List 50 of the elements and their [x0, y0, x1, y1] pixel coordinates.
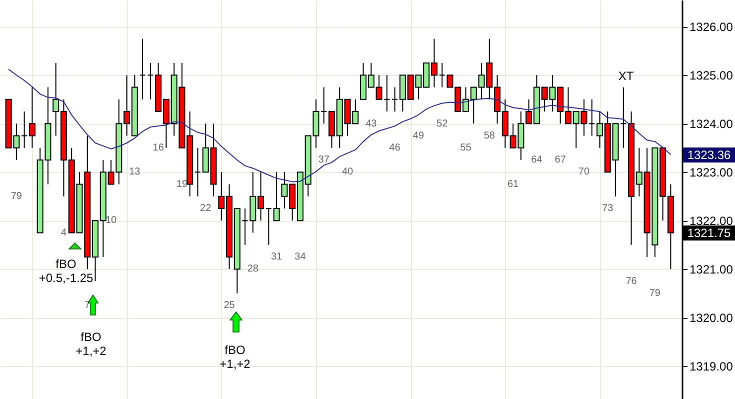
x-tick-label: 22: [200, 203, 212, 214]
candlestick: [588, 98, 596, 136]
y-tick-label: 1322.00: [690, 214, 734, 228]
text: 1323.36: [687, 148, 732, 162]
x-tick-label: 4: [60, 227, 67, 238]
x-tick-label: 16: [152, 142, 164, 154]
y-tick-label: 1324.00: [690, 117, 734, 132]
x-tick-label: 58: [484, 130, 496, 142]
x-tick-label: 25: [224, 300, 236, 312]
x-tick-label: 79: [649, 288, 661, 299]
candlestick: [147, 62, 154, 100]
x-tick-label: 37: [318, 154, 330, 166]
y-tick-label: 1321.00: [690, 262, 734, 277]
x-tick-label: 40: [342, 166, 354, 178]
x-tick-label: 19: [176, 178, 188, 190]
candlestick: [139, 38, 146, 100]
annotation: fBO +1,+2: [220, 343, 251, 371]
candlestick: [194, 147, 201, 197]
annotation: XT: [618, 69, 634, 83]
x-tick-label: 28: [247, 264, 259, 275]
x-tick-label: 49: [412, 130, 424, 142]
x-tick-label: 43: [366, 118, 378, 130]
y-tick-label: 1323.00: [690, 166, 734, 180]
x-tick-label: 13: [129, 166, 141, 178]
x-tick-label: 55: [460, 142, 472, 154]
annotation: fBO +0.5,-1.25: [38, 257, 94, 285]
x-tick-label: 52: [436, 118, 448, 130]
candlestick: [28, 86, 36, 148]
x-tick-label: 34: [294, 252, 306, 263]
x-tick-label: 67: [554, 154, 566, 166]
x-tick-label: 61: [507, 178, 520, 190]
y-tick-label: 1326.00: [690, 20, 734, 34]
x-tick-label: 31: [270, 252, 283, 263]
x-tick-label: 70: [578, 166, 590, 178]
candlestick: [392, 86, 398, 112]
text: 1321.75: [687, 226, 732, 240]
x-tick-label: 79: [10, 190, 22, 202]
annotation: fBO +1,+2: [76, 330, 107, 358]
x-tick-label: 73: [602, 203, 614, 214]
x-tick-label: 64: [531, 154, 543, 166]
y-tick-label: 1319.00: [690, 360, 734, 374]
x-tick-label: 46: [389, 142, 401, 154]
y-tick-label: 1320.00: [690, 311, 734, 326]
candlestick: [320, 86, 328, 124]
candlestick: [265, 208, 272, 246]
y-tick-label: 1325.00: [690, 68, 734, 83]
x-tick-label: 76: [626, 276, 638, 287]
candlestick: [273, 172, 280, 222]
candlestick: [21, 111, 28, 148]
x-tick-label: 10: [105, 215, 118, 226]
